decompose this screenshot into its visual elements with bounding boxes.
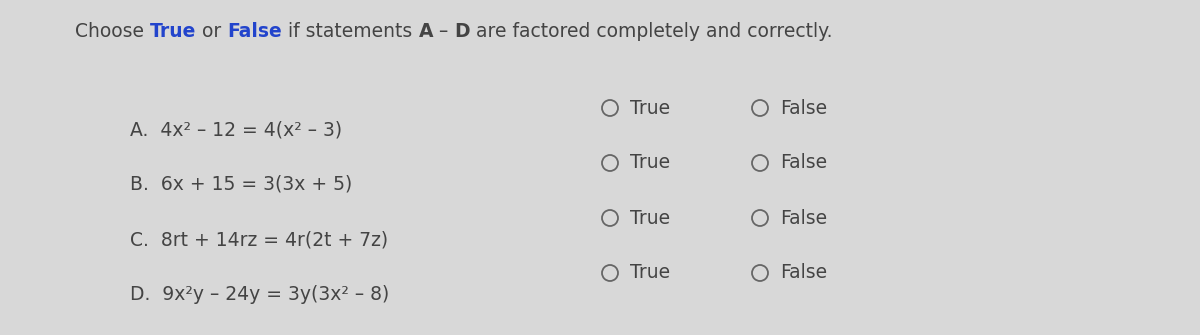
Text: A.  4x² – 12 = 4(x² – 3): A. 4x² – 12 = 4(x² – 3) (130, 120, 342, 139)
Text: are factored completely and correctly.: are factored completely and correctly. (470, 22, 833, 41)
Text: –: – (433, 22, 455, 41)
Text: True: True (630, 153, 670, 173)
Text: False: False (228, 22, 282, 41)
Text: C.  8rt + 14rz = 4r(2t + 7z): C. 8rt + 14rz = 4r(2t + 7z) (130, 230, 388, 249)
Text: D: D (455, 22, 470, 41)
Text: True: True (150, 22, 197, 41)
Text: D.  9x²y – 24y = 3y(3x² – 8): D. 9x²y – 24y = 3y(3x² – 8) (130, 285, 389, 304)
Text: False: False (780, 153, 827, 173)
Text: False: False (780, 264, 827, 282)
Text: True: True (630, 264, 670, 282)
Text: B.  6x + 15 = 3(3x + 5): B. 6x + 15 = 3(3x + 5) (130, 175, 353, 194)
Text: if statements: if statements (282, 22, 419, 41)
Text: True: True (630, 208, 670, 227)
Text: False: False (780, 208, 827, 227)
Text: False: False (780, 98, 827, 118)
Text: Choose: Choose (74, 22, 150, 41)
Text: or: or (197, 22, 228, 41)
Text: True: True (630, 98, 670, 118)
Text: A: A (419, 22, 433, 41)
